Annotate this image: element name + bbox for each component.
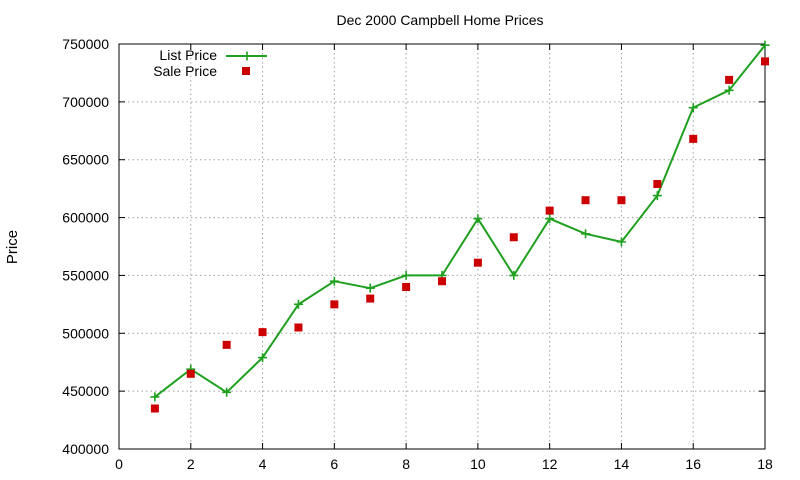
y-tick-label: 550000: [62, 267, 109, 283]
x-tick-label: 16: [685, 456, 701, 472]
sale-price-point: [617, 196, 626, 205]
sale-price-point: [330, 300, 339, 309]
x-tick-label: 2: [187, 456, 195, 472]
sale-price-point: [473, 258, 482, 267]
list-price-point: [293, 299, 303, 309]
x-tick-label: 0: [115, 456, 123, 472]
sale-price-point: [725, 75, 734, 84]
x-tick-label: 14: [614, 456, 630, 472]
x-tick-label: 8: [402, 456, 410, 472]
list-price-point: [760, 40, 770, 50]
list-price-point: [509, 270, 519, 280]
list-price-point: [258, 353, 268, 363]
sale-price-point: [653, 180, 662, 189]
list-price-point: [581, 229, 591, 239]
list-price-point: [401, 270, 411, 280]
sale-price-point: [294, 323, 303, 332]
y-tick-label: 450000: [62, 383, 109, 399]
y-tick-label: 700000: [62, 94, 109, 110]
list-price-point: [473, 214, 483, 224]
axis-ticks: 0 2 4 6 8 10 12 14 16 18 400000 450000 500000 550000 6…: [62, 36, 773, 472]
legend-marker-list-price: [242, 51, 252, 61]
y-tick-label: 400000: [62, 441, 109, 457]
chart-title: Dec 2000 Campbell Home Prices: [337, 12, 544, 28]
list-price-line: [154, 44, 766, 398]
list-price-point: [329, 276, 339, 286]
plot-frame: [118, 43, 766, 450]
list-price-point: [222, 387, 232, 397]
y-tick-label: 650000: [62, 152, 109, 168]
y-tick-label: 500000: [62, 325, 109, 341]
sale-price-point: [186, 369, 195, 378]
legend-label-list-price: List Price: [159, 47, 217, 63]
sale-price-point: [258, 328, 267, 337]
legend-label-sale-price: Sale Price: [153, 63, 217, 79]
x-tick-label: 12: [542, 456, 558, 472]
y-axis-label: Price: [4, 230, 21, 264]
sale-price-point: [581, 196, 590, 205]
legend-marker-sale-price: [242, 67, 250, 75]
list-price-point: [150, 392, 160, 402]
sale-price-point: [150, 404, 159, 413]
sale-price-point: [761, 57, 769, 66]
sale-price-point: [222, 340, 231, 349]
sale-price-point: [402, 283, 411, 291]
list-price-point: [688, 103, 698, 113]
data-series: [150, 40, 770, 413]
x-tick-label: 18: [757, 456, 773, 472]
sale-price-point: [438, 277, 446, 286]
y-tick-label: 600000: [62, 210, 109, 226]
legend: List Price Sale Price: [153, 47, 267, 79]
list-price-point: [652, 191, 662, 201]
list-price-point: [616, 237, 626, 247]
list-price-point: [545, 214, 555, 224]
list-price-point: [365, 283, 375, 293]
x-tick-label: 4: [259, 456, 267, 472]
sale-price-point: [689, 134, 698, 143]
sale-price-point: [366, 294, 375, 303]
sale-price-point: [545, 206, 554, 215]
grid-lines: [119, 44, 765, 449]
list-price-point: [724, 85, 734, 95]
y-tick-label: 750000: [62, 36, 109, 52]
x-tick-label: 6: [330, 456, 338, 472]
x-tick-label: 10: [470, 456, 486, 472]
sale-price-point: [509, 233, 518, 242]
